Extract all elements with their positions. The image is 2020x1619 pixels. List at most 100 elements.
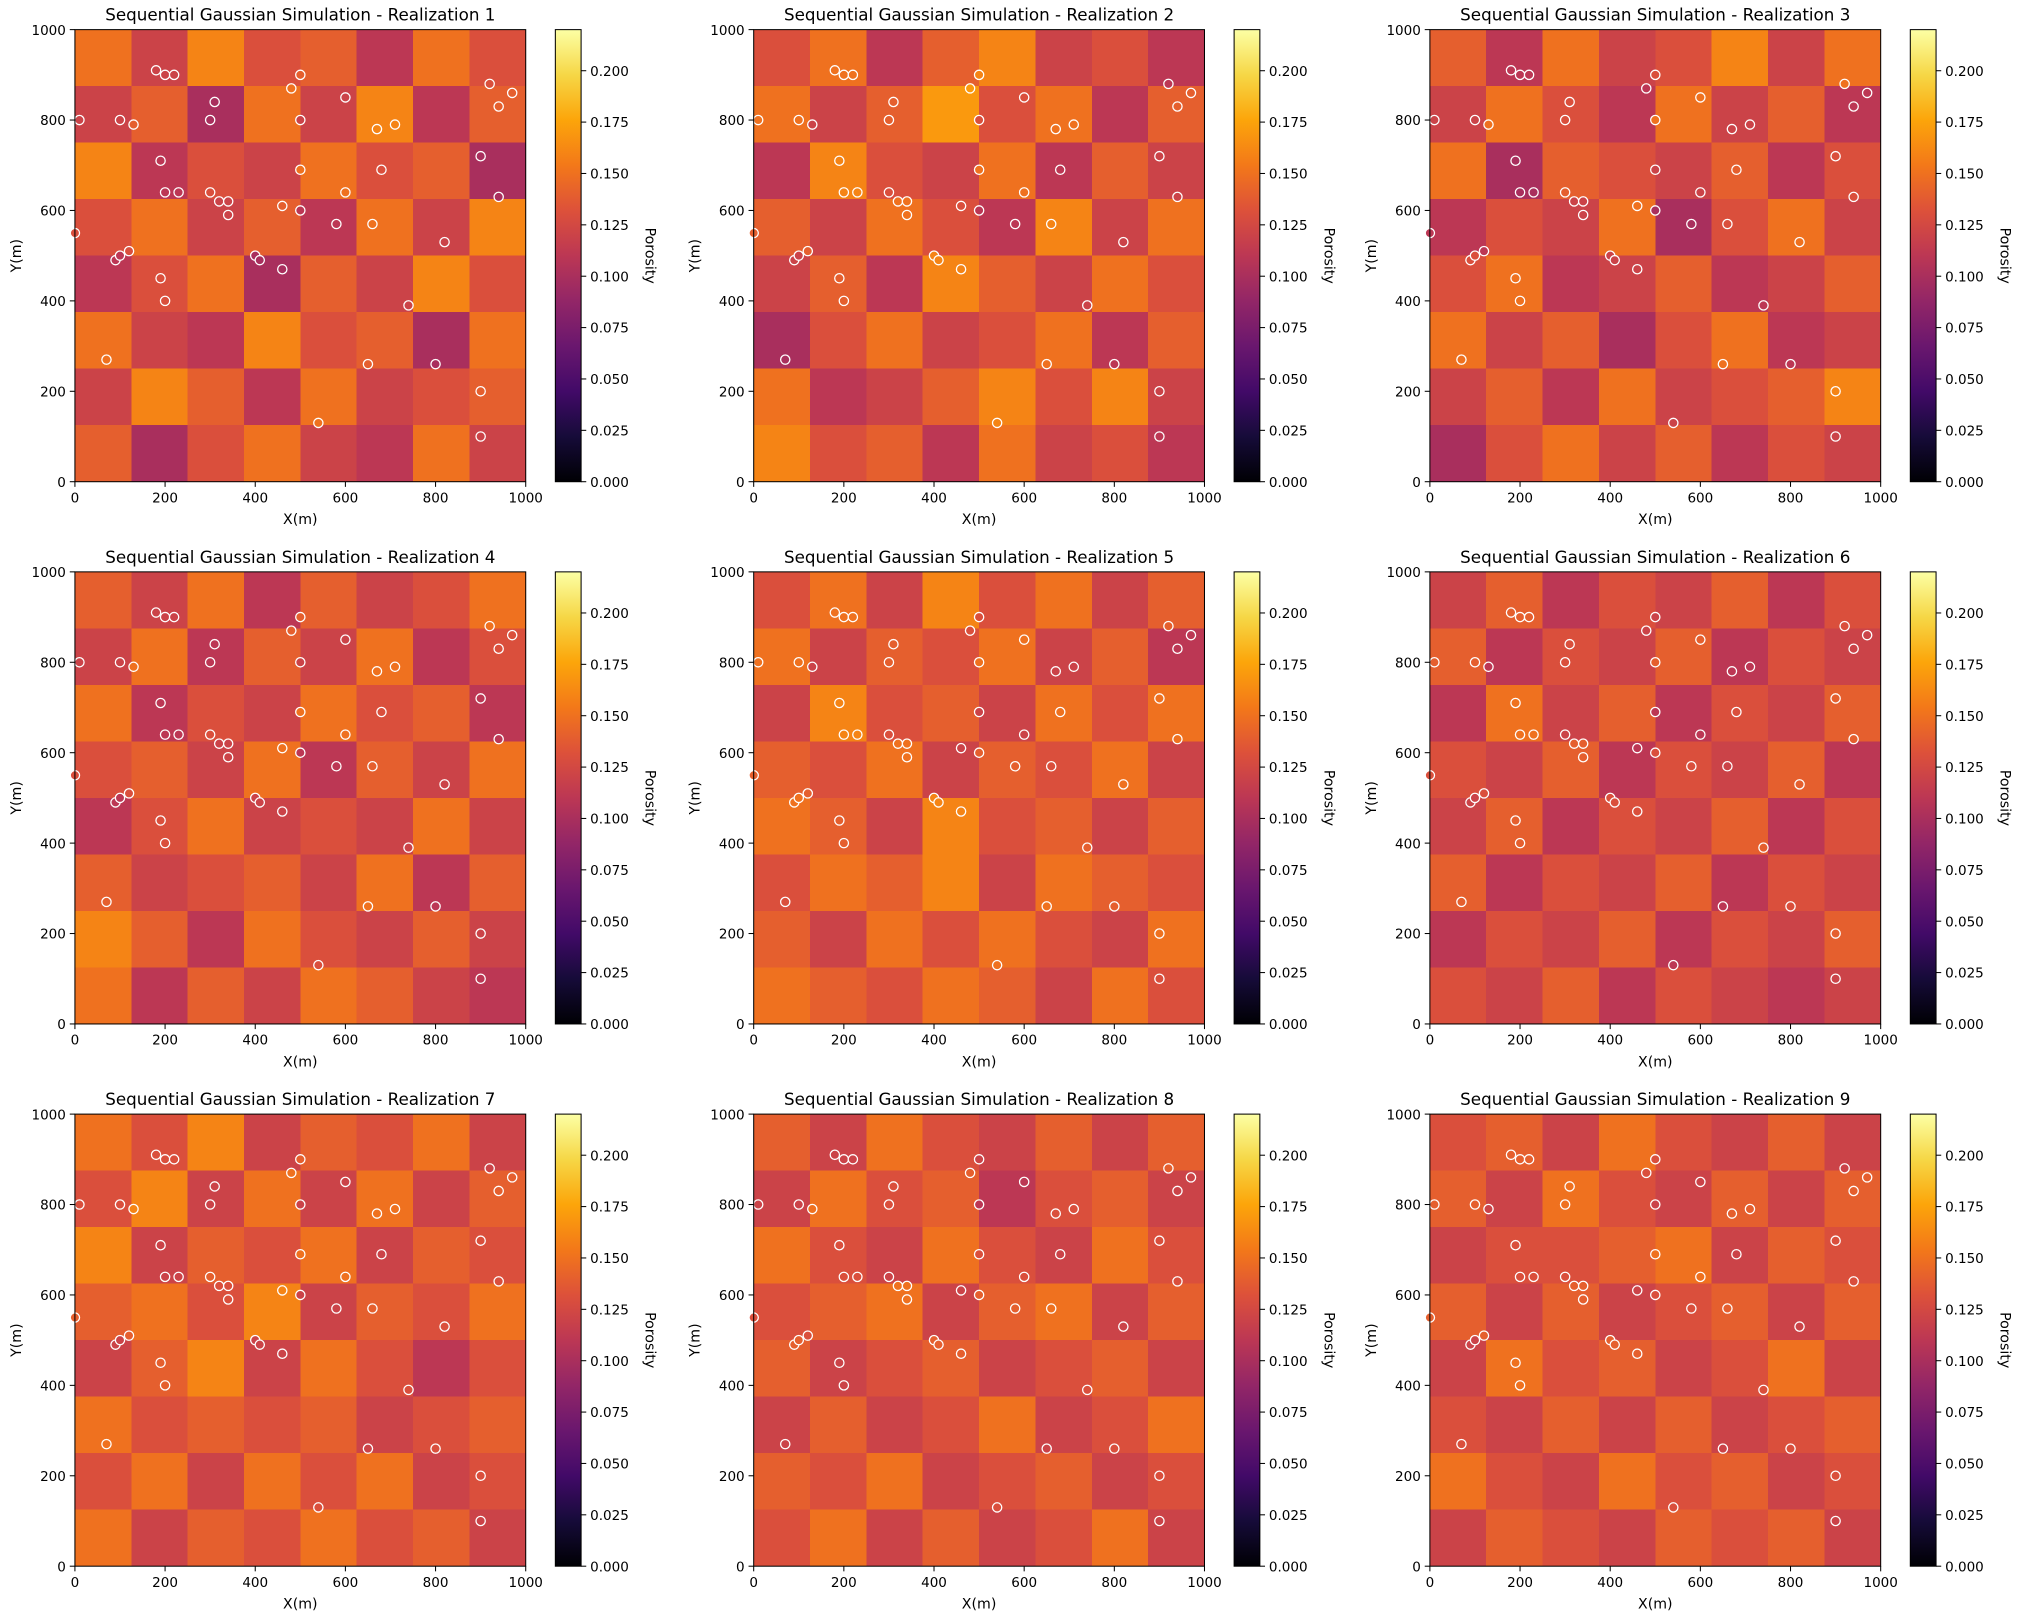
well-marker [1650,205,1661,216]
well-marker [286,625,297,636]
heat-cell [413,29,470,87]
well-marker [101,896,112,908]
heat-cell [131,425,189,483]
well-marker [883,187,895,198]
heat-cell [753,86,811,144]
heat-cell [1598,967,1656,1025]
well-marker [295,1248,306,1260]
colorbar-tick-label: 0.100 [1945,269,1984,285]
well-marker [883,1199,895,1210]
heat-cell [187,741,245,799]
well-marker [1172,1276,1183,1287]
well-marker [222,751,234,763]
heat-cell [922,199,980,257]
x-axis-label: X(m) [1638,512,1673,528]
y-tick-label: 200 [719,384,745,400]
heat-cell [187,29,245,87]
heat-cell [1148,741,1205,799]
colorbar-tick-label: 0.125 [1945,760,1984,776]
well-marker [277,263,288,275]
well-marker [807,661,818,673]
heat-cell [753,797,811,855]
well-marker [1650,1154,1661,1165]
heat-cell [866,199,924,257]
colorbar-tick-label: 0.100 [1269,1354,1308,1370]
well-marker [1109,358,1120,370]
colorbar-label: Porosity [641,228,657,284]
colorbar-tick-label: 0.075 [1945,1405,1984,1421]
well-marker [1068,661,1080,673]
well-marker [807,119,818,130]
well-marker [1848,1185,1859,1197]
heat-cell [1035,1453,1093,1511]
heat-cell [922,86,980,144]
well-marker [955,1285,967,1296]
heat-cell [979,741,1036,799]
heat-cell [1598,1170,1656,1228]
heat-cell [1598,571,1656,629]
heat-cell [356,368,414,426]
well-marker [331,218,342,230]
heat-cell [1542,854,1600,912]
colorbar-tick-label: 0.150 [1269,167,1308,183]
well-marker [1009,1303,1021,1314]
well-marker [1154,386,1165,397]
heat-cell [753,684,811,742]
well-marker [892,196,904,207]
heat-cell [1148,255,1205,313]
heat-cell [1824,571,1882,629]
heat-cell [1824,255,1882,313]
heat-cell [131,571,189,629]
heat-cell [866,910,924,968]
colorbar-label: Porosity [1996,228,2012,284]
heat-cell [1486,1170,1543,1228]
well-marker [973,164,985,176]
well-marker [1668,1502,1679,1513]
heat-cell [1598,255,1656,313]
chart-title: Sequential Gaussian Simulation - Realiza… [784,547,1174,567]
well-marker [506,1172,518,1183]
x-tick-label: 200 [152,1575,178,1591]
colorbar-tick-label: 0.075 [590,863,629,879]
y-tick-label: 0 [57,1559,66,1575]
heat-cell [1486,425,1543,483]
well-marker [340,634,351,645]
heat-cell [1711,967,1769,1025]
x-tick-label: 200 [1507,1575,1533,1591]
heat-cell [1148,684,1205,742]
well-marker [955,1348,967,1359]
well-marker [1483,119,1494,130]
well-marker [389,1203,401,1215]
x-tick-label: 200 [831,490,857,506]
well-marker [173,729,184,740]
heat-cell [1035,199,1093,257]
well-marker [1830,693,1841,704]
heat-cell [1542,741,1600,799]
heat-cell [413,425,470,483]
well-marker [802,788,814,799]
x-tick-label: 1000 [509,490,543,506]
heat-cell [1598,368,1656,426]
colorbar-tick-label: 0.025 [590,423,629,439]
well-marker [1523,1154,1535,1165]
heat-cell [1486,1396,1543,1454]
heat-cell [1767,1340,1825,1398]
heat-cell [1148,571,1205,629]
heat-cell [1767,854,1825,912]
heat-cell [1035,1509,1093,1567]
x-tick-label: 400 [921,1575,947,1591]
well-marker [1650,1248,1661,1260]
well-marker [159,187,171,198]
well-marker [484,1163,495,1174]
well-marker [168,69,180,81]
well-marker [1568,1280,1580,1292]
well-marker [1559,1271,1571,1283]
heat-cell [243,854,301,912]
heat-cell [1711,29,1769,87]
well-marker [204,657,216,668]
heat-cell [243,910,301,968]
heat-cell [753,741,811,799]
y-tick-label: 0 [736,475,745,491]
well-marker [506,629,518,641]
colorbar-tick-label: 0.175 [1269,1200,1308,1216]
